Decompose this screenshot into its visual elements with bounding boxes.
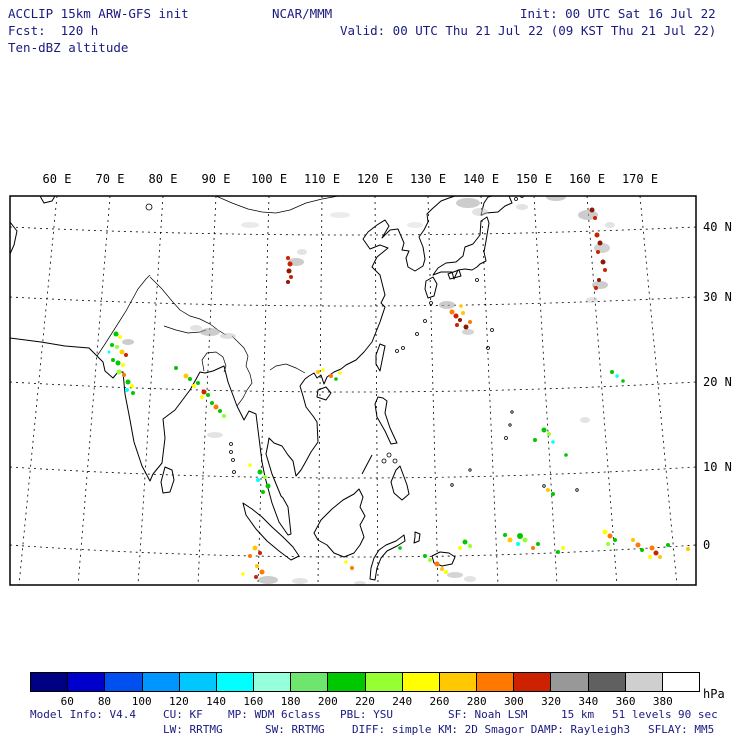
colorbar-tick: 320	[541, 695, 562, 708]
colorbar-segment	[514, 673, 552, 691]
colorbar-tick: 200	[317, 695, 338, 708]
colorbar-tick: 240	[392, 695, 413, 708]
colorbar-tick: 140	[206, 695, 227, 708]
latitude-label: 30 N	[703, 290, 732, 304]
colorbar-segment	[588, 673, 626, 691]
longitude-label: 150 E	[515, 172, 553, 186]
longitude-label: 110 E	[303, 172, 341, 186]
colorbar-segment	[662, 673, 700, 691]
colorbar-segment	[105, 673, 143, 691]
colorbar-segment	[551, 673, 589, 691]
graticule	[10, 196, 696, 585]
latitude-label: 20 N	[703, 375, 732, 389]
colorbar-tick: 300	[503, 695, 524, 708]
model-info-text: LW: RRTMG	[163, 723, 223, 736]
model-info-text: DIFF: simple KM: 2D Smagor DAMP: Rayleig…	[352, 723, 631, 736]
header-text: Init: 00 UTC Sat 16 Jul 22	[520, 6, 716, 21]
longitude-label: 70 E	[95, 172, 125, 186]
colorbar-tick: 180	[280, 695, 301, 708]
colorbar-segment	[477, 673, 515, 691]
colorbar-segment	[328, 673, 366, 691]
latitude-label: 40 N	[703, 220, 732, 234]
model-info-text: PBL: YSU	[340, 708, 393, 721]
colorbar-segment	[31, 673, 69, 691]
model-info-text: 15 km	[561, 708, 595, 721]
model-info-text: Model Info: V4.4	[30, 708, 136, 721]
colorbar-segment	[179, 673, 217, 691]
model-info-text: 90 sec	[678, 708, 718, 721]
longitude-label: 160 E	[568, 172, 606, 186]
footer-line-1: Model Info: V4.4 CU: KF MP: WDM 6class PBL:…	[0, 708, 740, 724]
header-text: NCAR/MMM	[272, 6, 333, 21]
colorbar-tick: 160	[243, 695, 264, 708]
model-info-text: CU: KF	[163, 708, 203, 721]
colorbar-segment	[291, 673, 329, 691]
longitude-label: 140 E	[462, 172, 500, 186]
colorbar-segment	[402, 673, 440, 691]
header-text: Valid: 00 UTC Thu 21 Jul 22 (09 KST Thu …	[340, 23, 717, 38]
header-line-2: Fcst: 120 h Valid: 00 UTC Thu 21 Jul 22 (…	[0, 23, 740, 39]
colorbar-tick: 380	[652, 695, 673, 708]
colorbar-tick: 260	[429, 695, 450, 708]
colorbar-segment	[142, 673, 180, 691]
header-line-3: Ten-dBZ altitude	[0, 40, 740, 56]
country-borders	[96, 196, 339, 407]
model-info-text: MP: WDM 6class	[228, 708, 321, 721]
colorbar-segment	[365, 673, 403, 691]
colorbar-tick: 220	[355, 695, 375, 708]
colorbar-segment	[216, 673, 255, 691]
colorbar-segment	[625, 673, 663, 691]
longitude-label: 120 E	[356, 172, 394, 186]
model-info-text: SF: Noah LSM	[448, 708, 528, 721]
longitude-label: 60 E	[42, 172, 72, 186]
colorbar-segment	[254, 673, 292, 691]
latitude-label: 10 N	[703, 460, 732, 474]
footer-line-2: LW: RRTMG SW: RRTMG DIFF: simple KM: 2D Sm…	[0, 723, 740, 739]
coastlines	[10, 196, 513, 581]
colorbar-tick: 360	[615, 695, 636, 708]
header-text: ACCLIP 15km ARW-GFS init	[8, 6, 189, 21]
colorbar-tick: 60	[60, 695, 74, 708]
longitude-label: 130 E	[409, 172, 447, 186]
colorbar	[30, 672, 700, 692]
colorbar-tick-labels: 60 80 100 120 140 160 180 200 220 240 260 280 300 320…	[0, 695, 740, 709]
colorbar-tick: 80	[97, 695, 112, 708]
header-text: Ten-dBZ altitude	[8, 40, 129, 55]
colorbar-segment	[68, 673, 106, 691]
island-dots	[145, 196, 579, 492]
echo-cells	[107, 207, 690, 579]
map-frame	[9, 195, 697, 586]
longitude-label: 80 E	[148, 172, 178, 186]
echo-smudges	[122, 196, 615, 585]
model-info-text: 51 levels	[612, 708, 672, 721]
longitude-label: 100 E	[250, 172, 288, 186]
colorbar-segment	[439, 673, 478, 691]
colorbar-tick: 120	[168, 695, 189, 708]
longitude-label: 90 E	[201, 172, 231, 186]
model-info-text: SW: RRTMG	[265, 723, 325, 736]
header-text: Fcst: 120 h	[8, 23, 99, 38]
longitude-label: 170 E	[621, 172, 659, 186]
colorbar-tick: 340	[578, 695, 599, 708]
colorbar-unit-label: hPa	[703, 687, 725, 701]
model-info-text: SFLAY: MM5	[648, 723, 715, 736]
colorbar-tick: 280	[466, 695, 487, 708]
latitude-label: 0	[703, 538, 711, 552]
colorbar-tick: 100	[131, 695, 152, 708]
header-line-1: ACCLIP 15km ARW-GFS init NCAR/MMM Init: 00…	[0, 6, 740, 22]
